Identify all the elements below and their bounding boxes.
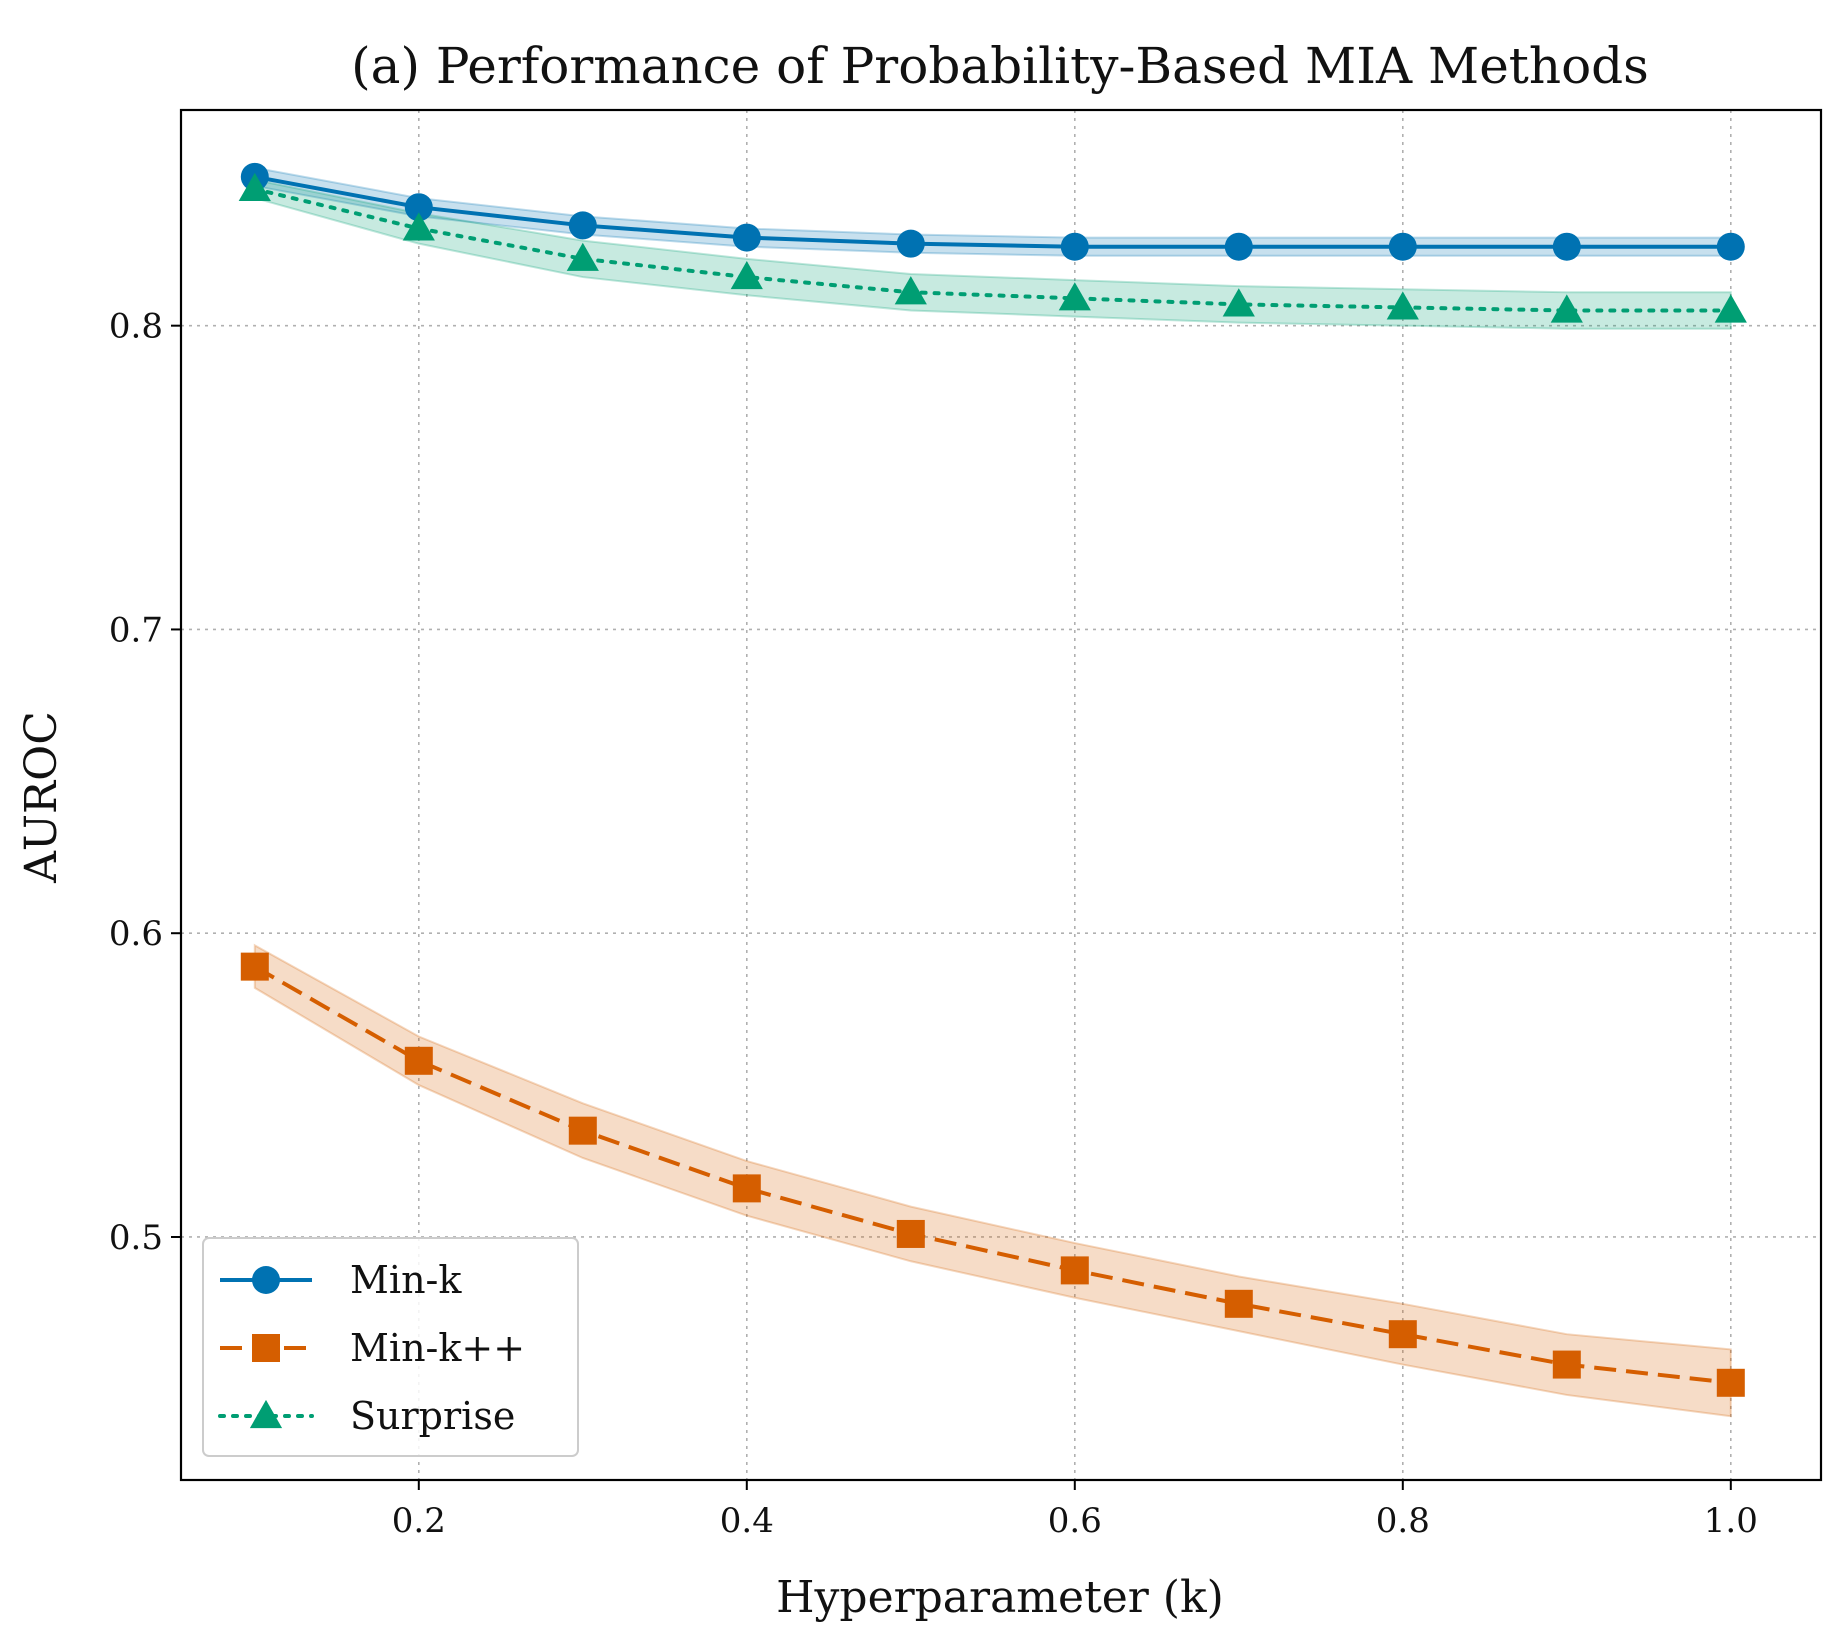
- axis-ticks: 0.2 0.4 0.6 0.8 1.0 0.5 0.6 0.7 0.8: [109, 307, 1758, 1541]
- x-tick-label: 0.8: [1376, 1501, 1430, 1541]
- point-min-kplusplus: [568, 1116, 597, 1145]
- legend-marker-min-k: [252, 1266, 280, 1294]
- legend-marker-min-kplusplus: [252, 1334, 280, 1362]
- point-min-kplusplus: [896, 1219, 925, 1248]
- point-min-k: [1060, 232, 1089, 261]
- point-surprise: [238, 172, 271, 202]
- point-min-kplusplus: [1552, 1350, 1581, 1379]
- line-surprise: [252, 186, 1733, 313]
- point-surprise: [1058, 282, 1091, 311]
- band-min-kplusplus: [253, 943, 1732, 1418]
- x-tick-label: 0.2: [392, 1501, 446, 1541]
- point-min-k: [404, 193, 433, 222]
- point-min-k: [732, 223, 761, 252]
- y-tick-label: 0.6: [109, 914, 163, 954]
- point-min-k: [1224, 232, 1253, 261]
- point-min-kplusplus: [1716, 1368, 1745, 1397]
- x-tick-label: 1.0: [1704, 1501, 1758, 1541]
- series-lines: [252, 174, 1733, 1385]
- point-surprise: [1714, 294, 1747, 323]
- point-min-kplusplus: [1388, 1320, 1417, 1349]
- legend: Min-k Min-k++ Surprise: [202, 1237, 579, 1457]
- line-min-kplusplus: [253, 964, 1732, 1385]
- point-surprise: [730, 260, 763, 290]
- point-min-kplusplus: [1224, 1289, 1253, 1318]
- x-tick-label: 0.4: [720, 1501, 774, 1541]
- point-min-kplusplus: [1060, 1256, 1089, 1285]
- chart-title: (a) Performance of Probability-Based MIA…: [351, 37, 1649, 95]
- point-min-kplusplus: [404, 1046, 433, 1075]
- y-tick-label: 0.7: [109, 610, 163, 650]
- point-surprise: [566, 242, 599, 271]
- x-axis-label: Hyperparameter (k): [776, 1572, 1224, 1623]
- point-surprise: [1222, 288, 1255, 317]
- point-min-k: [1552, 232, 1581, 261]
- point-surprise: [1550, 294, 1583, 323]
- point-surprise: [402, 212, 435, 241]
- x-tick-label: 0.6: [1048, 1501, 1102, 1541]
- line-min-k: [254, 174, 1731, 249]
- y-tick-label: 0.5: [109, 1218, 163, 1258]
- legend-marker-surprise: [249, 1399, 283, 1429]
- point-min-k: [896, 229, 925, 258]
- y-axis-label: AUROC: [16, 711, 67, 884]
- point-min-k: [1716, 232, 1745, 261]
- y-tick-label: 0.8: [109, 307, 163, 347]
- grid-lines: [181, 110, 1821, 1480]
- series-markers: [238, 162, 1747, 1397]
- legend-label-min-k: Min-k: [350, 1258, 462, 1302]
- point-min-k: [568, 211, 597, 240]
- plot-frame: [179, 108, 1823, 1482]
- legend-label-min-kplusplus: Min-k++: [350, 1326, 525, 1370]
- band-surprise: [253, 178, 1732, 330]
- point-min-kplusplus: [732, 1174, 761, 1203]
- point-min-k: [1388, 232, 1417, 261]
- point-min-kplusplus: [240, 952, 269, 981]
- point-surprise: [894, 276, 927, 305]
- point-surprise: [1386, 291, 1419, 320]
- legend-label-surprise: Surprise: [350, 1394, 515, 1438]
- legend-box: [202, 1237, 579, 1457]
